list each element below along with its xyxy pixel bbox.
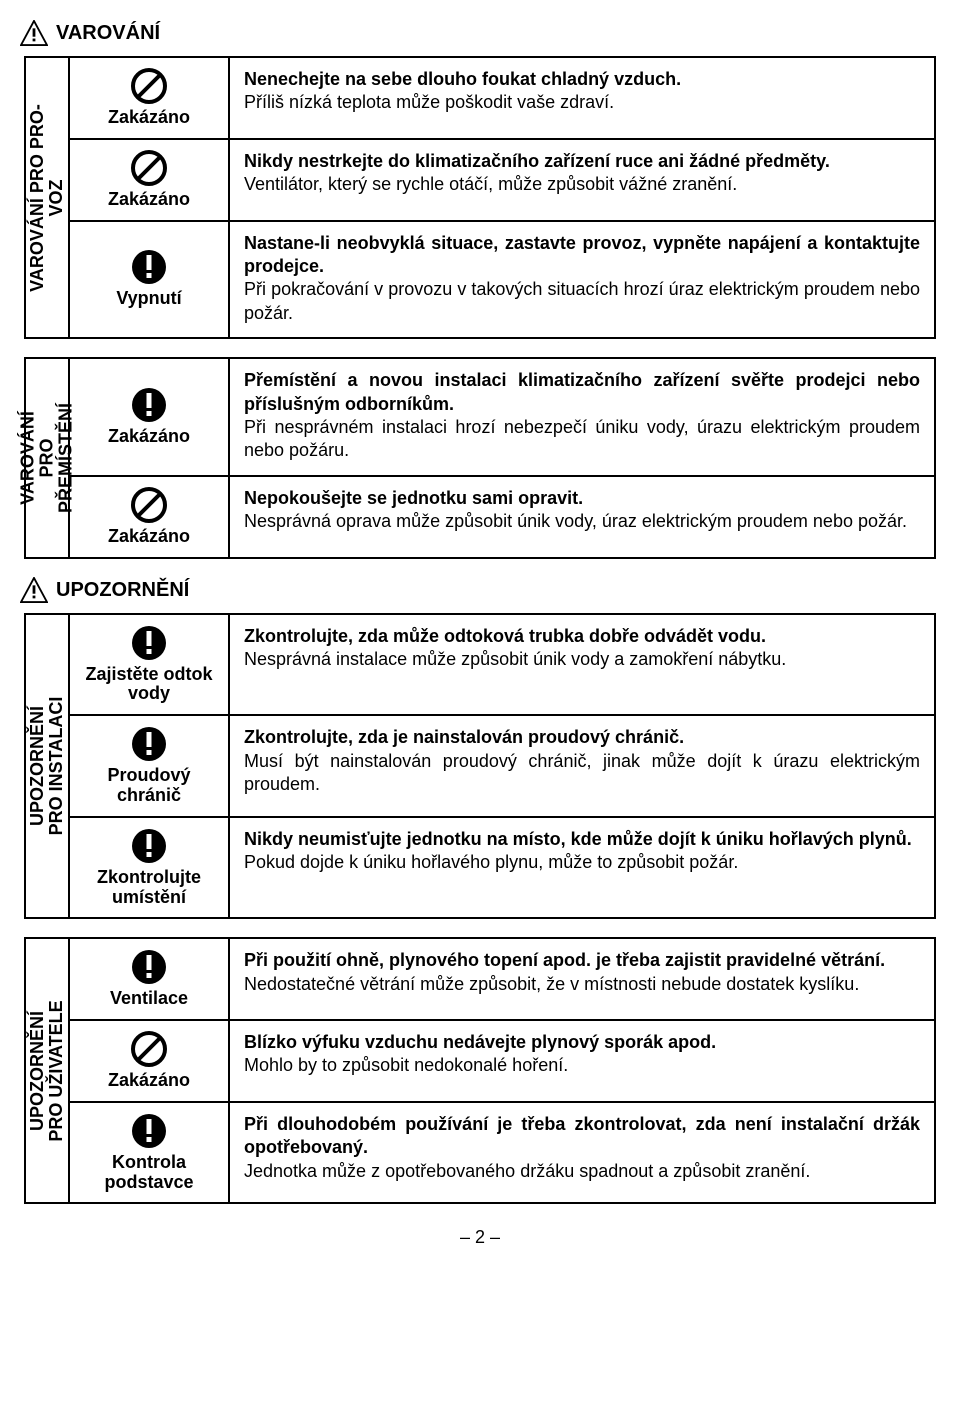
caution-triangle-icon bbox=[20, 577, 48, 603]
text-cell: Nikdy nestrkejte do klimatizačního zaříz… bbox=[230, 140, 934, 220]
icon-cell: Zkontrolujte umístění bbox=[70, 818, 230, 918]
text-cell: Při dlouhodobém používání je třeba zkont… bbox=[230, 1103, 934, 1203]
table-row: Proudový chránič Zkontrolujte, zda je na… bbox=[70, 716, 934, 818]
icon-label: Zajistěte odtok vody bbox=[74, 665, 224, 705]
exclaim-icon bbox=[129, 1111, 169, 1151]
table-row: Zakázáno Nepokoušejte se jednotku sami o… bbox=[70, 477, 934, 557]
section-vertical-label: UPOZORNĚNÍPRO INSTALACI bbox=[26, 615, 70, 918]
icon-cell: Zakázáno bbox=[70, 58, 230, 138]
icon-cell: Zakázáno bbox=[70, 140, 230, 220]
icon-cell: Proudový chránič bbox=[70, 716, 230, 816]
section-vertical-label: VAROVÁNÍ PRO PRO-VOZ bbox=[26, 58, 70, 337]
section-vertical-label: VAROVÁNÍPROPŘEMÍSTĚNÍ bbox=[26, 359, 70, 556]
section-user-caution: UPOZORNĚNÍPRO UŽIVATELE Ventilace Při po… bbox=[24, 937, 936, 1204]
icon-label: Zakázáno bbox=[108, 527, 190, 547]
text-cell: Blízko výfuku vzduchu nedávejte plynový … bbox=[230, 1021, 934, 1101]
rows-container: Zakázáno Přemístění a novou instalaci kl… bbox=[70, 359, 934, 556]
icon-cell: Zakázáno bbox=[70, 477, 230, 557]
exclaim-icon bbox=[129, 623, 169, 663]
table-row: Zakázáno Nikdy nestrkejte do klimatizačn… bbox=[70, 140, 934, 222]
caution-header: UPOZORNĚNÍ bbox=[20, 577, 936, 603]
warning-header-text: VAROVÁNÍ bbox=[56, 20, 160, 46]
rows-container: Zajistěte odtok vody Zkontrolujte, zda m… bbox=[70, 615, 934, 918]
icon-label: Zakázáno bbox=[108, 427, 190, 447]
text-cell: Nepokoušejte se jednotku sami opravit. N… bbox=[230, 477, 934, 557]
prohibit-icon bbox=[129, 66, 169, 106]
section-vertical-label: UPOZORNĚNÍPRO UŽIVATELE bbox=[26, 939, 70, 1202]
icon-label: Zkontrolujte umístění bbox=[74, 868, 224, 908]
text-cell: Nenechejte na sebe dlouho foukat chladný… bbox=[230, 58, 934, 138]
text-cell: Při použití ohně, plynového topení apod.… bbox=[230, 939, 934, 1019]
icon-cell: Vypnutí bbox=[70, 222, 230, 338]
warning-header: VAROVÁNÍ bbox=[20, 20, 936, 46]
exclaim-icon bbox=[129, 826, 169, 866]
table-row: Zakázáno Přemístění a novou instalaci kl… bbox=[70, 359, 934, 477]
icon-cell: Zakázáno bbox=[70, 1021, 230, 1101]
icon-cell: Ventilace bbox=[70, 939, 230, 1019]
icon-cell: Zajistěte odtok vody bbox=[70, 615, 230, 715]
section-installation-caution: UPOZORNĚNÍPRO INSTALACI Zajistěte odtok … bbox=[24, 613, 936, 920]
page-number: – 2 – bbox=[24, 1226, 936, 1249]
exclaim-icon bbox=[129, 247, 169, 287]
text-cell: Zkontrolujte, zda může odtoková trubka d… bbox=[230, 615, 934, 715]
prohibit-icon bbox=[129, 485, 169, 525]
text-cell: Přemístění a novou instalaci klimatizačn… bbox=[230, 359, 934, 475]
warning-triangle-icon bbox=[20, 20, 48, 46]
icon-label: Proudový chránič bbox=[74, 766, 224, 806]
table-row: Kontrola podstavce Při dlouhodobém použí… bbox=[70, 1103, 934, 1203]
icon-label: Zakázáno bbox=[108, 190, 190, 210]
caution-header-text: UPOZORNĚNÍ bbox=[56, 577, 189, 603]
table-row: Zakázáno Nenechejte na sebe dlouho fouka… bbox=[70, 58, 934, 140]
rows-container: Ventilace Při použití ohně, plynového to… bbox=[70, 939, 934, 1202]
prohibit-icon bbox=[129, 148, 169, 188]
exclaim-icon bbox=[129, 947, 169, 987]
table-row: Zkontrolujte umístění Nikdy neumisťujte … bbox=[70, 818, 934, 918]
rows-container: Zakázáno Nenechejte na sebe dlouho fouka… bbox=[70, 58, 934, 337]
icon-label: Zakázáno bbox=[108, 1071, 190, 1091]
text-cell: Zkontrolujte, zda je nainstalován proudo… bbox=[230, 716, 934, 816]
table-row: Vypnutí Nastane-li neobvyklá situace, za… bbox=[70, 222, 934, 338]
exclaim-icon bbox=[129, 724, 169, 764]
section-operation-warning: VAROVÁNÍ PRO PRO-VOZ Zakázáno Nenechejte… bbox=[24, 56, 936, 339]
icon-cell: Zakázáno bbox=[70, 359, 230, 475]
table-row: Zakázáno Blízko výfuku vzduchu nedávejte… bbox=[70, 1021, 934, 1103]
icon-cell: Kontrola podstavce bbox=[70, 1103, 230, 1203]
text-cell: Nastane-li neobvyklá situace, zastavte p… bbox=[230, 222, 934, 338]
section-relocation-warning: VAROVÁNÍPROPŘEMÍSTĚNÍ Zakázáno Přemístěn… bbox=[24, 357, 936, 558]
exclaim-icon bbox=[129, 385, 169, 425]
icon-label: Kontrola podstavce bbox=[74, 1153, 224, 1193]
icon-label: Vypnutí bbox=[116, 289, 181, 309]
text-cell: Nikdy neumisťujte jednotku na místo, kde… bbox=[230, 818, 934, 918]
table-row: Ventilace Při použití ohně, plynového to… bbox=[70, 939, 934, 1021]
table-row: Zajistěte odtok vody Zkontrolujte, zda m… bbox=[70, 615, 934, 717]
icon-label: Zakázáno bbox=[108, 108, 190, 128]
icon-label: Ventilace bbox=[110, 989, 188, 1009]
prohibit-icon bbox=[129, 1029, 169, 1069]
